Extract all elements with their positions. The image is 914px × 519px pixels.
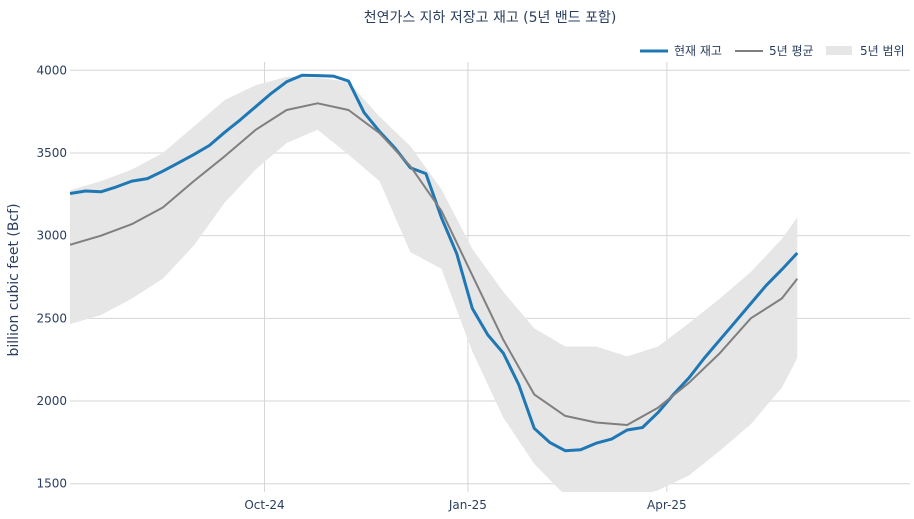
y-tick-label: 4000 — [36, 63, 67, 77]
five-year-range-band — [70, 76, 798, 492]
chart-title: 천연가스 지하 저장고 재고 (5년 밴드 포함) — [364, 10, 617, 26]
current-storage-line — [70, 73, 799, 453]
x-tick-label: Jan-25 — [448, 498, 487, 512]
line-layer — [70, 73, 799, 453]
legend: 현재 재고 5년 평균 5년 범위 — [640, 44, 905, 58]
y-tick-label: 2500 — [36, 311, 67, 325]
y-tick-label: 2000 — [36, 394, 67, 408]
x-tick-label: Oct-24 — [244, 498, 284, 512]
y-tick-label: 1500 — [36, 477, 67, 491]
legend-label: 5년 범위 — [860, 44, 905, 58]
legend-item: 현재 재고 — [640, 44, 722, 58]
y-tick-label: 3000 — [36, 229, 67, 243]
tick-layer: 1500 2000 2500 3000 3500 4000 Oct-24 Jan-25 Apr-… — [36, 63, 686, 512]
legend-swatch-band — [826, 46, 852, 55]
legend-label: 5년 평균 — [769, 44, 814, 58]
five-year-average-line — [70, 102, 799, 426]
legend-label: 현재 재고 — [674, 44, 722, 58]
y-axis-title: billion cubic feet (Bcf) — [6, 203, 22, 356]
y-tick-label: 3500 — [36, 146, 67, 160]
legend-item: 5년 범위 — [826, 44, 905, 58]
x-tick-label: Apr-25 — [647, 498, 687, 512]
legend-item: 5년 평균 — [735, 44, 814, 58]
band-layer — [70, 76, 798, 492]
